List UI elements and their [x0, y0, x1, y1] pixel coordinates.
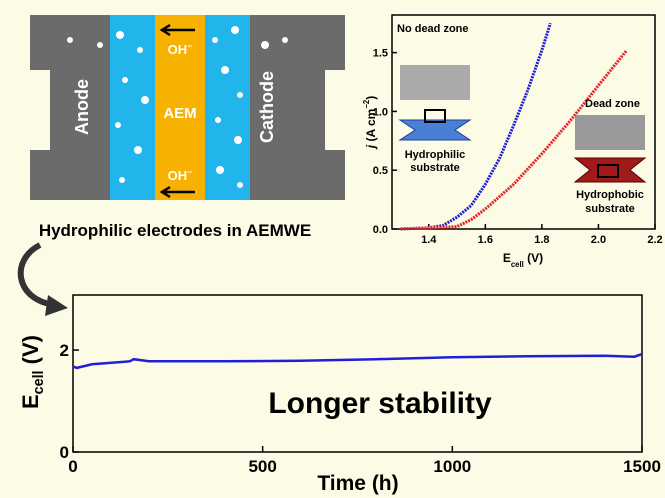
- caption: Hydrophilic electrodes in AEMWE: [39, 221, 311, 240]
- cathode-label: Cathode: [257, 71, 277, 143]
- annotation: Hydrophobic: [576, 189, 644, 201]
- x-tick-label: 2.0: [591, 234, 606, 246]
- anode-label: Anode: [72, 79, 92, 135]
- label-part: cell: [511, 260, 524, 269]
- label-part: E: [18, 394, 43, 409]
- annotation: substrate: [410, 162, 460, 174]
- annotation: Hydrophilic: [405, 149, 466, 161]
- label-part: (V): [18, 335, 43, 370]
- y-tick-label: 1.5: [373, 47, 388, 59]
- x-tick-label: 2.2: [647, 234, 662, 246]
- y-tick-label: 2: [60, 341, 69, 360]
- label-part: (A cm: [364, 109, 378, 145]
- graphical-abstract: Anode Cathode AEM OH− OH− Hydrophilic el…: [0, 0, 665, 498]
- x-tick-label: 1.8: [534, 234, 549, 246]
- schematic: Anode Cathode AEM OH− OH−: [30, 15, 345, 200]
- inset-photo: [400, 65, 470, 100]
- label-part: (V): [524, 251, 543, 265]
- x-tick-label: 1500: [623, 457, 661, 476]
- annotation: Longer stability: [268, 387, 492, 420]
- annotation: Dead zone: [585, 98, 640, 110]
- label-part: cell: [31, 370, 47, 394]
- y-tick-label: 0.0: [373, 224, 388, 236]
- annotation: substrate: [585, 203, 635, 215]
- x-tick-label: 0: [68, 457, 77, 476]
- y-tick-label: 0: [60, 443, 69, 462]
- label-part: ): [364, 96, 378, 100]
- x-axis-label: Time (h): [317, 472, 398, 495]
- annotation: No dead zone: [397, 23, 469, 35]
- anode-layer: [110, 15, 155, 200]
- inset-photo: [575, 115, 645, 150]
- membrane-label: AEM: [163, 105, 196, 122]
- label-part: E: [503, 251, 511, 265]
- x-tick-label: 1000: [433, 457, 471, 476]
- x-tick-label: 1.4: [421, 234, 437, 246]
- x-tick-label: 500: [248, 457, 276, 476]
- y-tick-label: 0.5: [373, 165, 388, 177]
- x-tick-label: 1.6: [478, 234, 493, 246]
- cathode-layer: [205, 15, 250, 200]
